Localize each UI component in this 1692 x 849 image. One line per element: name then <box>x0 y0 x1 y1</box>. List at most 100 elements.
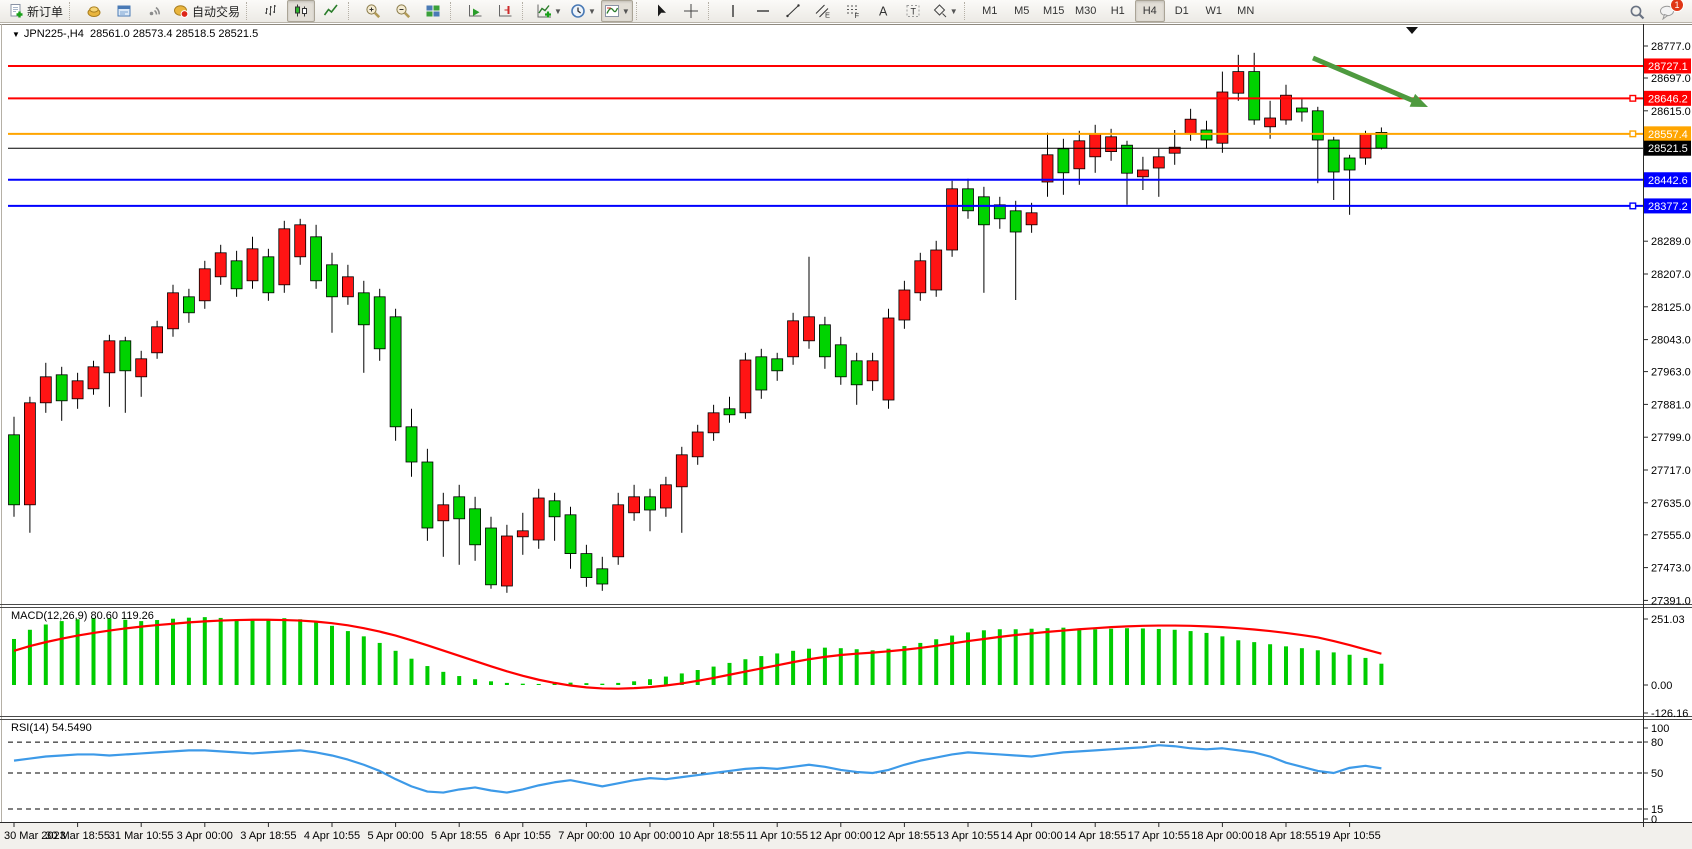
data-window-button[interactable] <box>110 0 138 22</box>
macd-histogram-bar <box>202 617 207 685</box>
text-button[interactable]: A <box>869 0 897 22</box>
text-label-button[interactable]: T <box>899 0 927 22</box>
zoom-out-button[interactable] <box>389 0 417 22</box>
vertical-line-button[interactable] <box>719 0 747 22</box>
candle-body <box>1296 107 1308 113</box>
timeframe-button-W1[interactable]: W1 <box>1205 5 1222 17</box>
candle-body <box>87 366 100 390</box>
autotrading-button[interactable]: 自动交易 <box>170 0 243 22</box>
candle-body <box>1264 117 1276 128</box>
macd-histogram-bar <box>282 618 287 685</box>
notifications-button[interactable]: 1 <box>1653 0 1684 23</box>
fibonacci-button[interactable]: F <box>839 0 867 22</box>
line-chart-button[interactable] <box>317 0 345 22</box>
crosshair-button[interactable] <box>677 0 705 22</box>
periods-button[interactable]: ▼ <box>567 0 599 22</box>
macd-histogram-bar <box>330 625 334 685</box>
level-line-handle[interactable] <box>1629 130 1637 138</box>
macd-histogram-bar <box>1188 631 1193 685</box>
chart-collapse-icon[interactable]: ▼ <box>12 30 20 39</box>
cursor-button[interactable] <box>647 0 675 22</box>
candle-body <box>437 504 450 522</box>
rsi-axis-label: 15 <box>1651 804 1663 816</box>
price-badge <box>1644 58 1691 74</box>
candle-body <box>182 296 195 314</box>
timeframe-button-H1[interactable]: H1 <box>1110 5 1125 17</box>
price-tick-label: 27555.0 <box>1651 530 1691 542</box>
macd-histogram-bar <box>1220 636 1225 685</box>
macd-histogram-bar <box>934 639 939 685</box>
candlestick-chart-button[interactable] <box>287 0 316 22</box>
horizontal-line-button[interactable] <box>749 0 777 22</box>
tile-windows-button[interactable] <box>419 0 447 22</box>
time-label: 17 Apr 10:55 <box>1128 830 1190 842</box>
candle-body <box>103 340 116 374</box>
timeframe-button-M1[interactable]: M1 <box>982 5 998 17</box>
zoom-in-button[interactable] <box>359 0 387 22</box>
macd-histogram-bar <box>218 617 223 685</box>
macd-histogram-bar <box>695 670 700 685</box>
chart-shift-marker-icon[interactable] <box>1406 27 1418 34</box>
candle-body <box>500 535 513 587</box>
bar-chart-button[interactable] <box>257 0 285 22</box>
search-button[interactable] <box>1623 1 1651 23</box>
timeframe-button-M30[interactable]: M30 <box>1075 5 1097 17</box>
macd-histogram-bar <box>870 650 875 685</box>
macd-histogram-bar <box>854 649 859 685</box>
time-label: 31 Mar 10:55 <box>109 830 174 842</box>
toolbar-separator <box>348 2 356 20</box>
macd-histogram-bar <box>27 629 32 685</box>
signals-button[interactable] <box>140 0 168 22</box>
annotation-arrow[interactable] <box>1312 55 1418 105</box>
time-label: 3 Apr 00:00 <box>177 830 233 842</box>
time-label: 30 Mar 2023 <box>4 830 66 842</box>
macd-histogram-bar <box>902 646 907 685</box>
indicators-button[interactable]: ▼ <box>533 0 565 22</box>
macd-histogram-bar <box>1363 657 1368 685</box>
macd-histogram-bar <box>822 647 827 685</box>
candle-body <box>262 256 275 294</box>
macd-histogram-bar <box>1140 628 1145 685</box>
time-label: 18 Apr 00:00 <box>1191 830 1253 842</box>
macd-histogram-bar <box>838 648 843 685</box>
timeframe-button-M15[interactable]: M15 <box>1043 5 1065 17</box>
trendline-button[interactable] <box>779 0 807 22</box>
new-order-icon <box>10 4 23 18</box>
annotation-arrow-head[interactable] <box>1409 93 1428 107</box>
candle-body <box>978 196 990 226</box>
price-tick-label: 28125.0 <box>1651 302 1691 314</box>
timeframe-button-MN[interactable]: MN <box>1237 5 1255 17</box>
equidistant-channel-button[interactable]: E <box>809 0 837 22</box>
level-line-handle[interactable] <box>1629 202 1637 210</box>
macd-histogram-bar <box>393 650 398 685</box>
auto-scroll-button[interactable] <box>461 0 489 22</box>
price-tick-label: 27391.0 <box>1651 595 1691 607</box>
price-badge <box>1644 140 1691 156</box>
market-watch-button[interactable] <box>80 0 108 22</box>
timeframe-button-D1[interactable]: D1 <box>1174 5 1189 17</box>
new-order-button[interactable]: 新订单 <box>5 0 66 22</box>
candle-body <box>151 326 164 354</box>
chart-shift-button[interactable] <box>491 0 519 22</box>
candle-body <box>23 402 36 506</box>
rsi-axis-label: 50 <box>1651 768 1663 780</box>
candle-body <box>675 454 688 488</box>
macd-histogram-bar <box>91 617 96 685</box>
candlestick-chart-icon <box>295 4 308 17</box>
macd-histogram-bar <box>59 621 64 685</box>
chevron-down-icon: ▼ <box>554 6 562 16</box>
price-tick-label: 28043.0 <box>1651 335 1691 347</box>
templates-button[interactable]: ▼ <box>600 0 633 22</box>
candle-body <box>787 320 799 358</box>
shapes-button[interactable]: ▼ <box>929 0 961 22</box>
candle-body <box>119 340 132 372</box>
level-line-handle[interactable] <box>1629 94 1637 102</box>
candle-body <box>1105 136 1117 153</box>
chart-background[interactable] <box>0 24 1692 822</box>
crosshair-icon <box>683 4 698 18</box>
timeframe-button-H4[interactable]: H4 <box>1134 0 1165 22</box>
candle-body <box>341 276 354 298</box>
timeframe-button-M5[interactable]: M5 <box>1014 5 1030 17</box>
toolbar-separator <box>963 2 972 20</box>
